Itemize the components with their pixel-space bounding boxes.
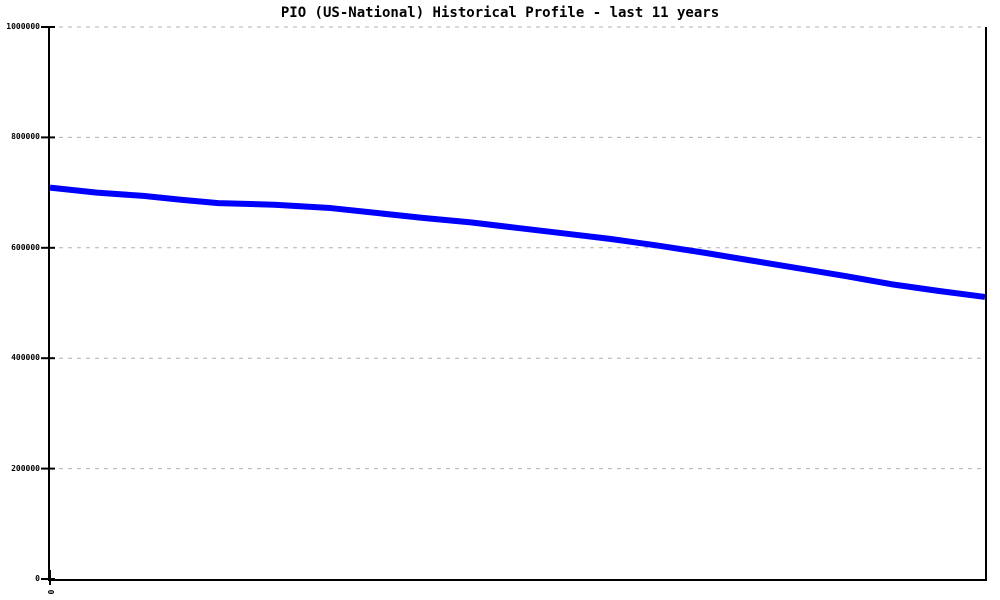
x-axis-tick-label: 0 <box>46 589 55 595</box>
gridlines <box>50 26 985 470</box>
data-series <box>49 184 986 300</box>
axis-tick-marks <box>41 26 55 585</box>
y-axis-tick-label: 1000000 <box>6 22 40 31</box>
y-axis-tick-label: 400000 <box>11 353 40 363</box>
plot-area <box>41 26 987 585</box>
y-axis-tick-label: 200000 <box>11 463 40 473</box>
y-axis-tick-label: 600000 <box>11 242 40 252</box>
y-axis-tick-label: 800000 <box>11 132 40 142</box>
y-axis-tick-label: 0 <box>35 574 40 583</box>
chart-title: PIO (US-National) Historical Profile - l… <box>280 5 720 21</box>
plot-svg <box>41 26 986 585</box>
series-line-pio <box>49 184 986 300</box>
